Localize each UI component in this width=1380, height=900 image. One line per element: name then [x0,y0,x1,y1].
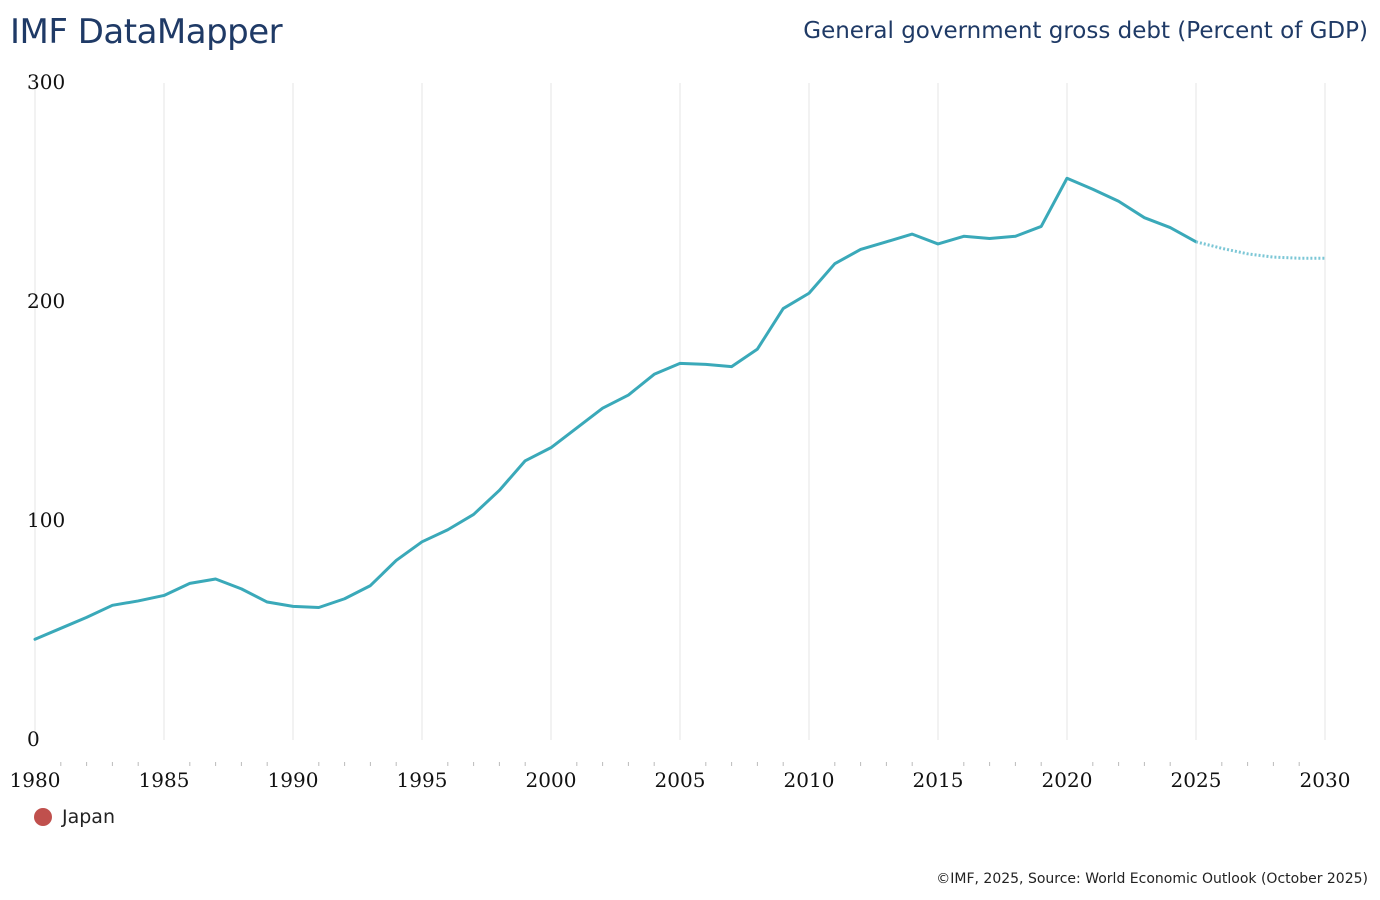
legend[interactable]: Japan [34,806,115,828]
x-tick-label-2025: 2025 [1171,768,1222,792]
y-tick-layer: 0 100 200 300 [27,70,65,751]
y-tick-label-100: 100 [27,508,65,532]
legend-dot-japan [34,808,52,826]
source-footer: ©IMF, 2025, Source: World Economic Outlo… [936,871,1368,887]
x-tick-label-2030: 2030 [1300,768,1351,792]
x-tick-label-2015: 2015 [913,768,964,792]
chart-title: General government gross debt (Percent o… [803,18,1368,44]
x-tick-label-2005: 2005 [655,768,706,792]
y-tick-label-200: 200 [27,289,65,313]
x-tick-label-2000: 2000 [526,768,577,792]
x-tick-layer: 1980 1985 1990 1995 2000 2005 2010 2015 2020 2025… [10,768,1351,792]
x-tick-label-1995: 1995 [397,768,448,792]
x-tick-label-2020: 2020 [1042,768,1093,792]
series-projection-japan [1195,240,1325,260]
y-tick-label-300: 300 [27,70,65,94]
grid-layer [34,83,1326,766]
x-tick-label-1990: 1990 [268,768,319,792]
brand-title: IMF DataMapper [10,12,283,52]
x-tick-label-2010: 2010 [784,768,835,792]
y-tick-label-0: 0 [27,727,40,751]
x-tick-label-1980: 1980 [10,768,61,792]
series-line-japan [33,176,1198,641]
series-layer [33,176,1325,641]
legend-label-japan[interactable]: Japan [62,806,115,828]
x-tick-label-1985: 1985 [139,768,190,792]
